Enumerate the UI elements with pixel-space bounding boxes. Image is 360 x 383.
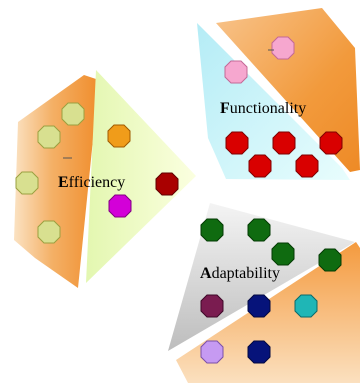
- dark-green-dot: [271, 242, 295, 266]
- red-dot: [319, 131, 343, 155]
- red-dot: [295, 154, 319, 178]
- red-dot: [272, 131, 296, 155]
- pink-dot: [224, 60, 248, 84]
- maroon-dot: [200, 294, 224, 318]
- purple-dot: [200, 340, 224, 364]
- red-dot: [248, 154, 272, 178]
- dark-green-dot: [200, 218, 224, 242]
- navy-dot: [247, 294, 271, 318]
- olive-dot: [15, 171, 39, 195]
- efficiency-segment: [14, 70, 196, 288]
- dash-marks: [63, 49, 274, 159]
- dots: [15, 36, 343, 364]
- olive-dot: [37, 125, 61, 149]
- olive-dot: [37, 220, 61, 244]
- efficiency-orange-band: [14, 75, 99, 288]
- efficiency-label: Efficiency: [58, 174, 125, 191]
- orange-dot: [107, 124, 131, 148]
- functionality-label: Functionality: [220, 100, 306, 117]
- adaptability-label: Adaptability: [200, 265, 280, 282]
- dark-green-dot: [247, 218, 271, 242]
- red-dot: [225, 131, 249, 155]
- navy-dot: [247, 340, 271, 364]
- teal-dot: [294, 294, 318, 318]
- dark-red-dot: [155, 172, 179, 196]
- pink-dot: [271, 36, 295, 60]
- magenta-dot: [108, 194, 132, 218]
- olive-dot: [61, 102, 85, 126]
- functionality-orange-band: [216, 8, 360, 172]
- dark-green-dot: [318, 248, 342, 272]
- efficiency-panel: [86, 70, 196, 283]
